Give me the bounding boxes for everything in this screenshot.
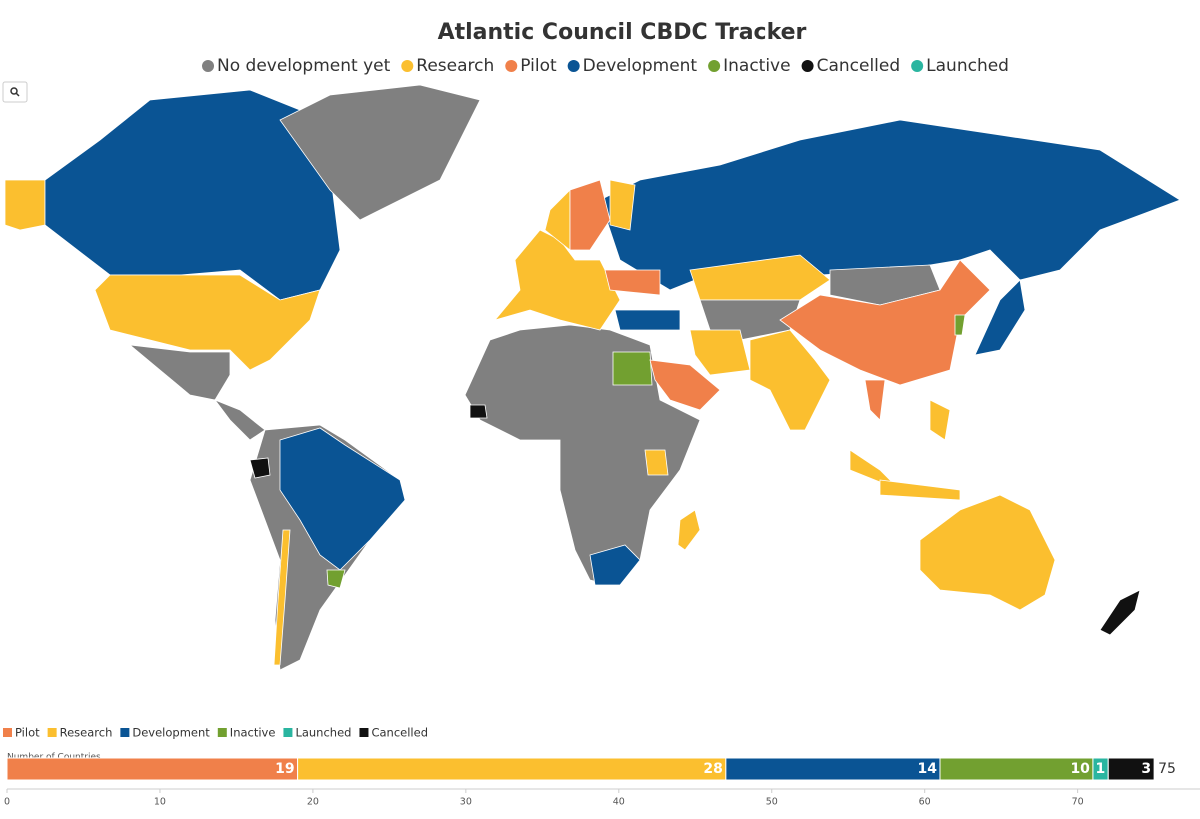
data-label: 28 — [703, 761, 722, 777]
legend-marker — [911, 60, 924, 72]
data-label: 3 — [1141, 761, 1151, 777]
bar-segment — [725, 757, 941, 781]
bar-legend: Pilot Research Development Inactive Launched… — [3, 726, 428, 740]
thailand — [864, 379, 886, 421]
legend-marker — [505, 60, 518, 72]
data-label: 10 — [1070, 761, 1090, 777]
total-label: 75 — [1158, 761, 1176, 777]
legend-label: Pilot — [520, 56, 557, 76]
ecuador — [249, 457, 271, 479]
bar-segment — [1107, 757, 1155, 781]
legend-label: Cancelled — [371, 726, 428, 740]
indonesia-east — [879, 479, 961, 501]
x-tick-label: 40 — [613, 797, 625, 808]
madagascar — [677, 509, 701, 551]
x-tick-label: 10 — [154, 797, 166, 808]
legend-label: Research — [416, 56, 494, 76]
data-label: 19 — [275, 761, 294, 777]
legend-label: Inactive — [723, 56, 790, 76]
south-africa — [589, 544, 641, 586]
legend-marker — [801, 60, 814, 72]
x-tick-label: 0 — [4, 797, 10, 808]
korea — [954, 314, 966, 336]
legend-marker — [47, 728, 57, 737]
x-tick-label: 60 — [919, 797, 931, 808]
china — [779, 259, 991, 386]
usa — [94, 274, 321, 371]
kenya — [644, 449, 669, 476]
x-tick-label: 20 — [307, 797, 319, 808]
india — [749, 329, 831, 431]
sweden — [569, 179, 611, 251]
x-tick-label: 50 — [766, 797, 778, 808]
europe — [493, 229, 621, 331]
data-label: 14 — [918, 761, 938, 777]
legend-label: Development — [132, 726, 210, 740]
alaska — [4, 179, 46, 231]
mexico — [128, 344, 231, 401]
central-america — [213, 399, 266, 441]
chart-title: Atlantic Council CBDC Tracker — [438, 20, 807, 45]
chile — [273, 529, 291, 666]
philippines — [929, 399, 951, 441]
zoom-button[interactable] — [2, 81, 28, 103]
legend-label: Research — [60, 726, 113, 740]
brazil — [279, 427, 406, 571]
finland — [609, 179, 636, 231]
bar-segment — [6, 757, 299, 781]
legend-marker — [708, 60, 721, 72]
legend-label: Pilot — [15, 726, 40, 740]
legend-label: Cancelled — [817, 56, 901, 76]
legend-marker — [202, 60, 215, 72]
legend-label: Launched — [295, 726, 351, 740]
japan — [974, 279, 1026, 356]
turkey — [614, 309, 681, 331]
x-tick-label: 30 — [460, 797, 472, 808]
legend-label: Launched — [926, 56, 1009, 76]
uruguay — [326, 569, 346, 589]
ukraine — [604, 269, 661, 296]
legend-marker — [401, 60, 414, 72]
new-zealand — [1099, 589, 1141, 636]
egypt — [612, 351, 653, 386]
bar-segment — [297, 757, 727, 781]
legend-marker — [120, 728, 130, 737]
legend-label: No development yet — [217, 56, 391, 76]
x-tick-label: 70 — [1072, 797, 1084, 808]
australia — [919, 494, 1056, 611]
saudi-arabia — [649, 359, 721, 411]
senegal — [469, 404, 488, 419]
map-legend: No development yet Research Pilot Developme… — [202, 56, 1009, 76]
legend-marker — [567, 60, 580, 72]
legend-marker — [3, 728, 12, 737]
russia — [599, 119, 1181, 291]
legend-label: Inactive — [230, 726, 276, 740]
greenland — [279, 84, 481, 221]
legend-marker — [217, 728, 227, 737]
data-label: 1 — [1095, 761, 1105, 777]
iran — [689, 329, 751, 376]
legend-marker — [283, 728, 293, 737]
legend-label: Development — [583, 56, 698, 76]
legend-marker — [359, 728, 369, 737]
world-map — [4, 84, 1181, 671]
